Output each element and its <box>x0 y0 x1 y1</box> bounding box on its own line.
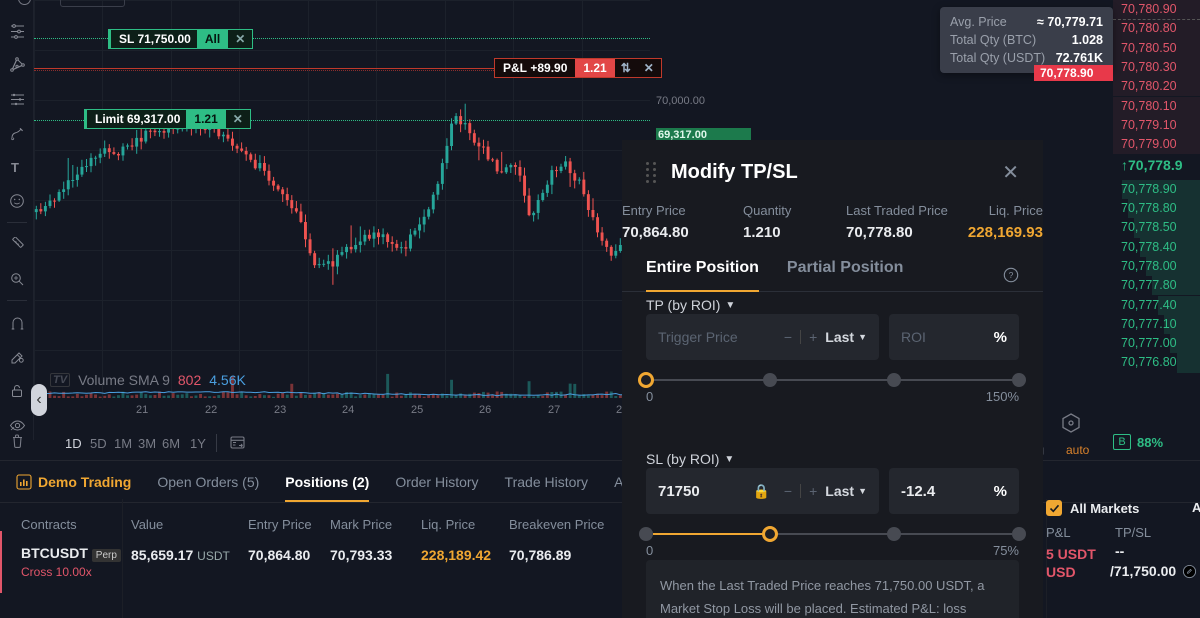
svg-text:?: ? <box>1009 270 1014 280</box>
svg-text:T: T <box>11 160 19 175</box>
